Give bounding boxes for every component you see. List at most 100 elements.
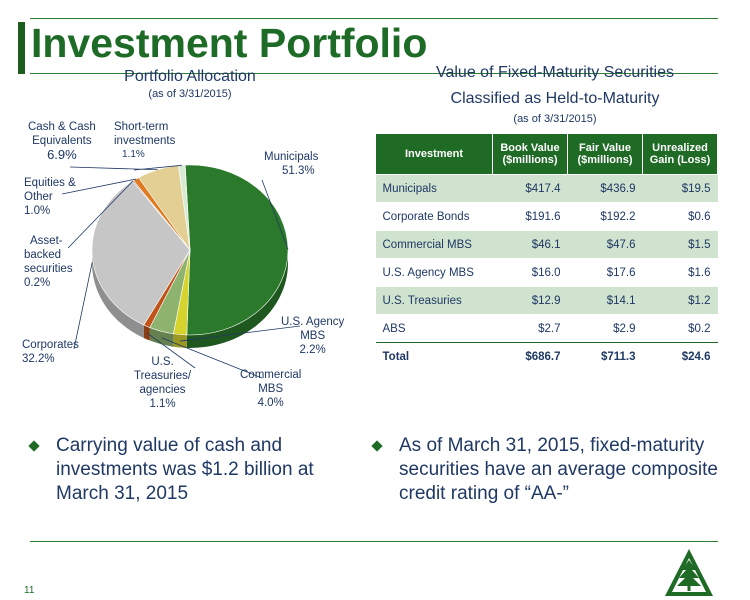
cell-book-value: $12.9 [492, 286, 568, 315]
label-commercial-mbs-line1: Commercial [240, 369, 302, 381]
table-row: Municipals $417.4 $436.9 $19.5 [375, 174, 718, 203]
label-corporates-pct: 32.2% [22, 353, 55, 365]
tree-logo-icon [665, 549, 713, 596]
leader-line [67, 180, 134, 249]
label-us-treasuries-line1: U.S. [151, 356, 174, 368]
label-equities-line2: Other [24, 191, 53, 203]
leader-line [180, 325, 301, 342]
cell-unrealized-gain: $1.5 [642, 230, 718, 259]
label-cash-line1: Cash & Cash [28, 121, 96, 133]
label-us-agency-mbs-line1: U.S. Agency [281, 316, 345, 328]
label-municipals-name: Municipals [264, 151, 319, 163]
slide-title: Investment Portfolio [31, 20, 428, 66]
cell-book-value: $191.6 [492, 202, 568, 231]
label-short-term: Short-term investments 1.1% [114, 120, 175, 162]
pie-slice-corporates [91, 180, 191, 326]
bullet-left: Carrying value of cash and investments w… [28, 434, 346, 506]
table-heading-line1: Value of Fixed-Maturity Securities [435, 64, 674, 81]
col-fair-value: Fair Value ($millions) [567, 133, 643, 175]
label-us-agency-mbs-pct: 2.2% [299, 344, 326, 356]
label-cash-pct: 6.9% [47, 147, 77, 162]
bullet-right: As of March 31, 2015, fixed-maturity sec… [371, 434, 744, 506]
label-cash: Cash & Cash Equivalents 6.9% [28, 120, 96, 162]
col-investment: Investment [375, 133, 493, 175]
cell-unrealized-gain: $1.6 [642, 258, 718, 287]
cell-unrealized-gain: $19.5 [642, 174, 718, 203]
cell-unrealized-gain: $0.6 [642, 202, 718, 231]
cell-book-value: $46.1 [492, 230, 568, 259]
pie-heading: Portfolio Allocation [124, 68, 256, 85]
cell-total-fair: $711.3 [567, 342, 643, 370]
label-us-agency-mbs-line2: MBS [300, 330, 326, 342]
fixed-maturity-table-wrap: Investment Book Value ($millions) Fair V… [375, 133, 718, 370]
label-commercial-mbs-pct: 4.0% [257, 397, 284, 409]
label-corporates: Corporates 32.2% [22, 338, 79, 366]
cell-investment: ABS [375, 314, 493, 343]
label-us-treasuries-pct: 1.1% [149, 398, 176, 410]
cell-investment: Commercial MBS [375, 230, 493, 259]
pie-side-2 [149, 327, 174, 347]
label-cash-line2: Equivalents [32, 135, 92, 147]
cell-fair-value: $192.2 [567, 202, 643, 231]
cell-fair-value: $436.9 [567, 174, 643, 203]
table-row: U.S. Agency MBS $16.0 $17.6 $1.6 [375, 258, 718, 287]
cell-unrealized-gain: $0.2 [642, 314, 718, 343]
label-us-treasuries-line3: agencies [139, 384, 186, 396]
label-municipals-pct: 51.3% [282, 165, 315, 177]
fixed-maturity-table: Investment Book Value ($millions) Fair V… [375, 133, 718, 370]
table-header-row: Investment Book Value ($millions) Fair V… [375, 133, 718, 175]
pie-slice-municipals [184, 164, 289, 336]
diamond-bullet-icon [371, 440, 383, 452]
title-accent-bar [18, 22, 25, 74]
label-commercial-mbs: Commercial MBS 4.0% [240, 368, 301, 410]
cell-fair-value: $2.9 [567, 314, 643, 343]
label-us-treasuries-line2: Treasuries/ [134, 370, 192, 382]
cell-book-value: $2.7 [492, 314, 568, 343]
label-asset-backed: Asset- backed securities 0.2% [24, 234, 73, 290]
leader-line [146, 332, 196, 369]
label-equities-line1: Equities & [24, 177, 76, 189]
table-total-row: Total $686.7 $711.3 $24.6 [375, 342, 718, 370]
cell-fair-value: $47.6 [567, 230, 643, 259]
table-row: Commercial MBS $46.1 $47.6 $1.5 [375, 230, 718, 259]
diamond-bullet-icon [28, 440, 40, 452]
leader-line [73, 262, 93, 350]
leader-line [61, 178, 137, 195]
label-equities-other: Equities & Other 1.0% [24, 176, 76, 218]
label-us-agency-mbs: U.S. Agency MBS 2.2% [281, 315, 344, 357]
label-equities-pct: 1.0% [24, 205, 51, 217]
leader-line [133, 164, 182, 171]
page-number: 11 [24, 585, 35, 596]
label-municipals: Municipals 51.3% [264, 150, 318, 178]
cell-total-gain: $24.6 [642, 342, 718, 370]
label-short-term-line2: investments [114, 135, 176, 147]
label-short-term-line1: Short-term [114, 121, 169, 133]
col-book-value: Book Value ($millions) [492, 133, 568, 175]
cell-investment: Municipals [375, 174, 493, 203]
table-row: ABS $2.7 $2.9 $0.2 [375, 314, 718, 343]
cell-unrealized-gain: $1.2 [642, 286, 718, 315]
label-asset-backed-pct: 0.2% [24, 277, 51, 289]
cell-total-book: $686.7 [492, 342, 568, 370]
table-heading-line2: Classified as Held-to-Maturity [450, 90, 660, 107]
bullet-left-text: Carrying value of cash and investments w… [56, 435, 314, 504]
label-asset-backed-line3: securities [24, 263, 73, 275]
leader-line [261, 179, 289, 250]
cell-fair-value: $14.1 [567, 286, 643, 315]
col-unrealized-gain: Unrealized Gain (Loss) [642, 133, 718, 175]
label-commercial-mbs-line2: MBS [258, 383, 284, 395]
table-row: U.S. Treasuries $12.9 $14.1 $1.2 [375, 286, 718, 315]
bottom-rule [30, 541, 718, 542]
pie-side-3 [143, 324, 150, 341]
pie-subheading: (as of 3/31/2015) [148, 88, 232, 100]
title-rule [30, 73, 718, 74]
table-subheading: (as of 3/31/2015) [513, 113, 597, 125]
cell-book-value: $417.4 [492, 174, 568, 203]
label-corporates-name: Corporates [22, 339, 79, 351]
label-asset-backed-line2: backed [24, 249, 62, 261]
cell-fair-value: $17.6 [567, 258, 643, 287]
label-us-treasuries: U.S. Treasuries/ agencies 1.1% [134, 355, 191, 411]
pie-side-4 [92, 250, 144, 338]
table-row: Corporate Bonds $191.6 $192.2 $0.6 [375, 202, 718, 231]
